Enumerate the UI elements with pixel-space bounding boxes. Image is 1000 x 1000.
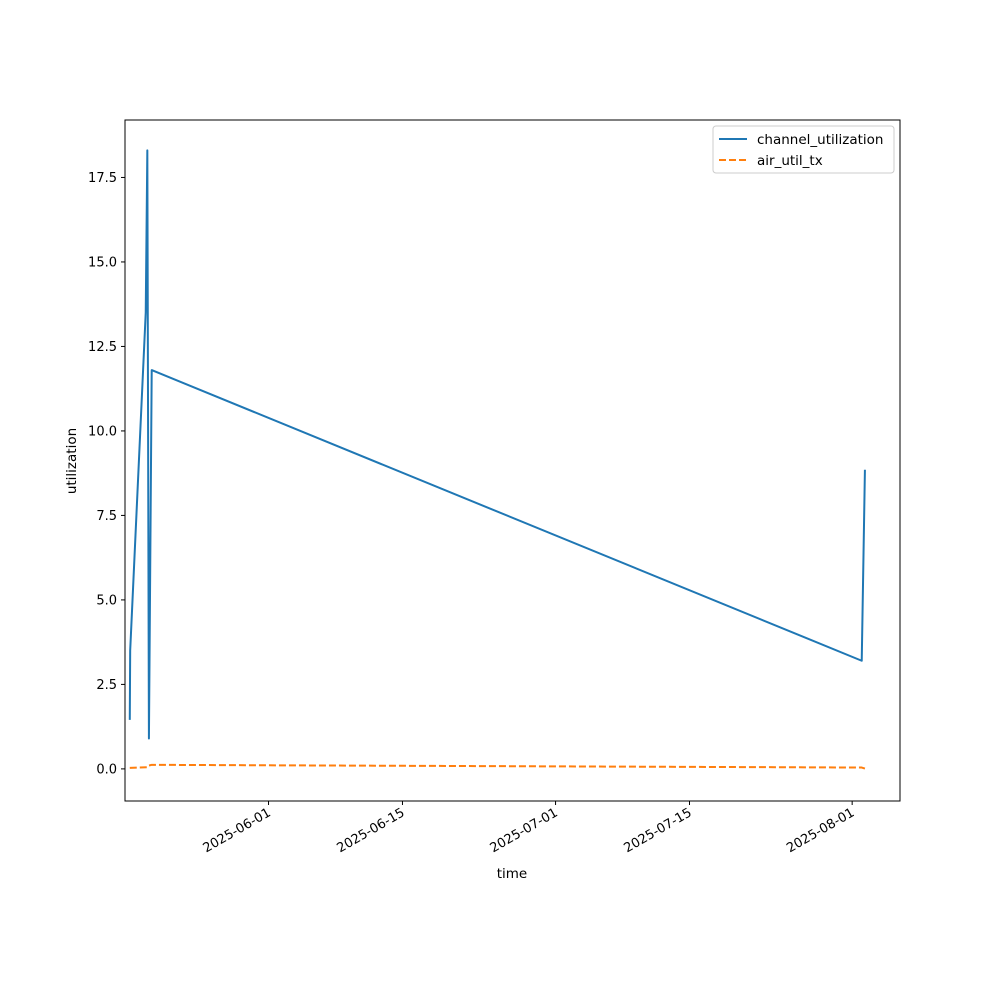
y-tick-label: 17.5 (88, 171, 117, 186)
y-tick-label: 12.5 (88, 340, 117, 355)
x-axis-label: time (497, 866, 528, 882)
series-line-channel-utilization (128, 149, 866, 740)
y-tick-label: 15.0 (88, 255, 117, 270)
legend-box (712, 125, 895, 174)
plot-area (128, 149, 866, 770)
y-tick-label: 2.5 (96, 678, 117, 693)
legend-label-channel-utilization: channel_utilization (757, 132, 884, 148)
y-tick-label: 0.0 (96, 762, 117, 777)
legend: channel_utilization air_util_tx (712, 125, 895, 174)
y-tick-label: 7.5 (96, 509, 117, 524)
y-axis-label: utilization (64, 428, 80, 494)
series-line-air-util-tx (129, 763, 866, 770)
axes-frame (124, 119, 901, 802)
y-axis: 0.0 2.5 5.0 7.5 10.0 12.5 15.0 17.5 (88, 171, 125, 777)
legend-label-air-util-tx: air_util_tx (757, 153, 823, 169)
y-tick-label: 10.0 (88, 424, 117, 439)
y-tick-label: 5.0 (96, 593, 117, 608)
